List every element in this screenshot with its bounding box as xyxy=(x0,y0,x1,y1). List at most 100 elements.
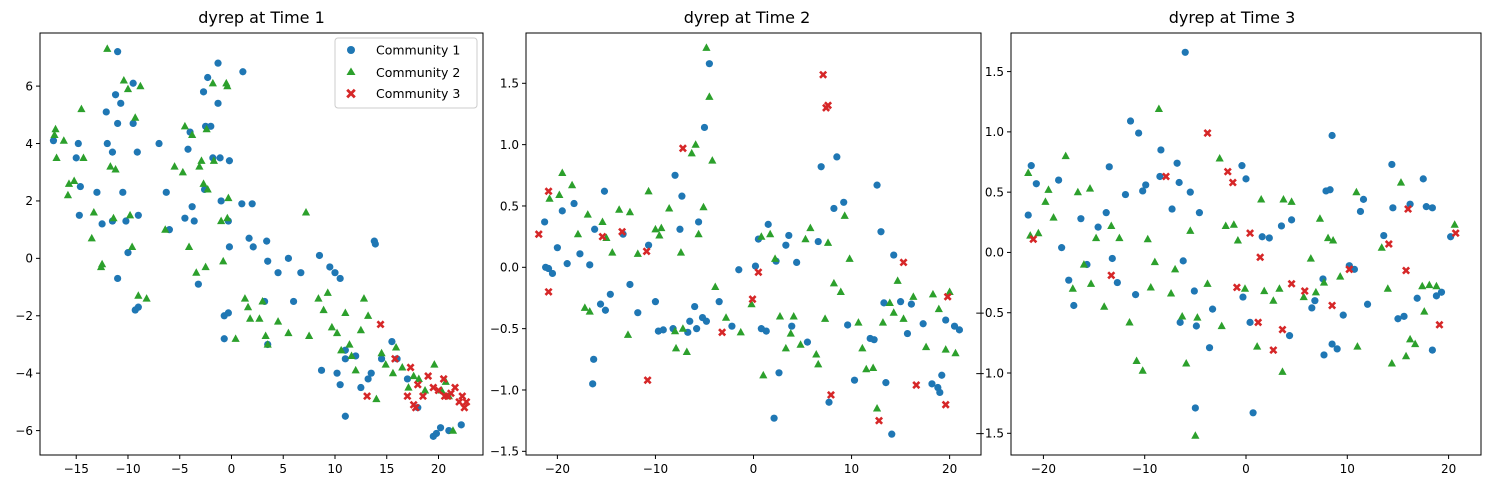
community-2-point xyxy=(644,186,653,195)
community-1-point xyxy=(788,322,796,330)
community-2-point xyxy=(255,314,264,322)
community-3-point xyxy=(460,403,469,412)
community-3-point xyxy=(1161,172,1170,181)
community-2-point xyxy=(766,229,775,238)
community-1-point xyxy=(114,274,122,283)
community-2-point xyxy=(243,302,253,311)
community-1-point xyxy=(364,375,372,383)
community-1-point xyxy=(601,306,610,314)
community-3-point xyxy=(409,400,418,409)
community-1-point xyxy=(341,412,349,420)
community-2-point xyxy=(341,308,350,316)
community-1-point xyxy=(117,99,125,107)
community-2-point xyxy=(106,162,115,170)
y-tick-label: 1.5 xyxy=(500,77,519,91)
community-3-point xyxy=(434,386,443,395)
community-1-point xyxy=(793,258,801,267)
community-2-point xyxy=(170,162,179,170)
community-2-point xyxy=(583,210,592,218)
community-3-point xyxy=(363,392,372,401)
community-2-point xyxy=(1383,284,1392,292)
community-2-point xyxy=(1132,356,1141,365)
community-2-point xyxy=(261,331,270,339)
community-1-point xyxy=(74,139,82,148)
community-3-point xyxy=(1223,167,1232,176)
community-1-point xyxy=(596,300,605,308)
subplot-title: dyrep at Time 3 xyxy=(1169,8,1296,27)
community-3-point xyxy=(451,383,460,392)
community-2-point xyxy=(801,234,810,243)
community-1-point xyxy=(928,380,936,388)
community-2-point xyxy=(781,343,790,352)
community-1-point xyxy=(317,366,326,374)
legend-marker-community-1 xyxy=(347,46,355,54)
plot-frame xyxy=(39,32,484,456)
community-2-point xyxy=(1166,289,1176,297)
community-3-point xyxy=(912,381,921,390)
community-2-point xyxy=(1073,187,1082,196)
community-2-point xyxy=(1086,279,1096,287)
community-1-point xyxy=(315,251,324,260)
community-2-point xyxy=(676,248,686,256)
community-2-point xyxy=(1432,281,1441,290)
community-2-point xyxy=(814,359,823,368)
community-2-point xyxy=(1275,284,1284,292)
community-2-point xyxy=(702,43,711,51)
community-2-point xyxy=(1387,358,1396,367)
community-2-point xyxy=(1178,311,1187,320)
community-1-point xyxy=(702,317,711,325)
community-3-point xyxy=(1228,178,1237,187)
community-2-point xyxy=(77,104,86,113)
community-2-point xyxy=(1299,292,1308,301)
community-1-point xyxy=(651,298,660,306)
community-1-point xyxy=(1285,332,1294,340)
community-1-point xyxy=(1437,288,1446,296)
community-2-point xyxy=(217,216,226,225)
community-1-point xyxy=(844,321,852,329)
community-3-point xyxy=(1287,279,1296,288)
x-tick-label: 0 xyxy=(1242,462,1250,476)
community-3-point xyxy=(1384,239,1393,249)
community-3-point xyxy=(822,103,831,112)
community-2-point xyxy=(414,374,423,383)
community-1-point xyxy=(216,154,224,162)
community-1-point xyxy=(942,316,950,324)
x-tick-label: 0 xyxy=(228,462,236,476)
community-2-point xyxy=(1150,257,1159,266)
community-2-point xyxy=(558,168,567,176)
community-1-point xyxy=(691,302,699,311)
x-tick-label: 20 xyxy=(942,462,957,476)
community-1-point xyxy=(903,329,912,338)
community-2-point xyxy=(231,334,240,342)
community-3-point xyxy=(618,227,627,236)
x-tick-label: 20 xyxy=(1441,462,1456,476)
community-2-point xyxy=(209,156,218,164)
community-1-point xyxy=(1328,340,1336,348)
community-3-point xyxy=(544,287,553,296)
community-2-point xyxy=(202,124,211,133)
community-3-point xyxy=(1232,283,1241,292)
community-2-point xyxy=(1203,279,1212,287)
community-3-point xyxy=(1269,346,1278,355)
community-1-point xyxy=(190,217,198,225)
community-2-point xyxy=(708,156,717,164)
community-2-point xyxy=(1193,313,1202,321)
x-tick-label: −20 xyxy=(1031,462,1056,476)
community-2-point xyxy=(178,167,187,176)
community-1-point xyxy=(644,241,653,249)
community-2-point xyxy=(98,259,107,268)
community-2-point xyxy=(356,325,365,334)
community-2-point xyxy=(862,364,871,373)
community-2-point xyxy=(87,233,96,242)
legend-label-community-2: Community 2 xyxy=(376,65,460,80)
community-2-point xyxy=(812,350,821,358)
y-tick-label: −1.0 xyxy=(975,366,1004,380)
community-2-point xyxy=(941,345,950,353)
community-2-point xyxy=(123,84,133,93)
x-tick-label: −5 xyxy=(171,462,189,476)
community-1-point xyxy=(114,119,122,128)
community-1-point xyxy=(1102,209,1110,217)
community-3-point xyxy=(718,328,727,337)
community-1-point xyxy=(336,274,344,283)
community-1-point xyxy=(764,220,772,228)
